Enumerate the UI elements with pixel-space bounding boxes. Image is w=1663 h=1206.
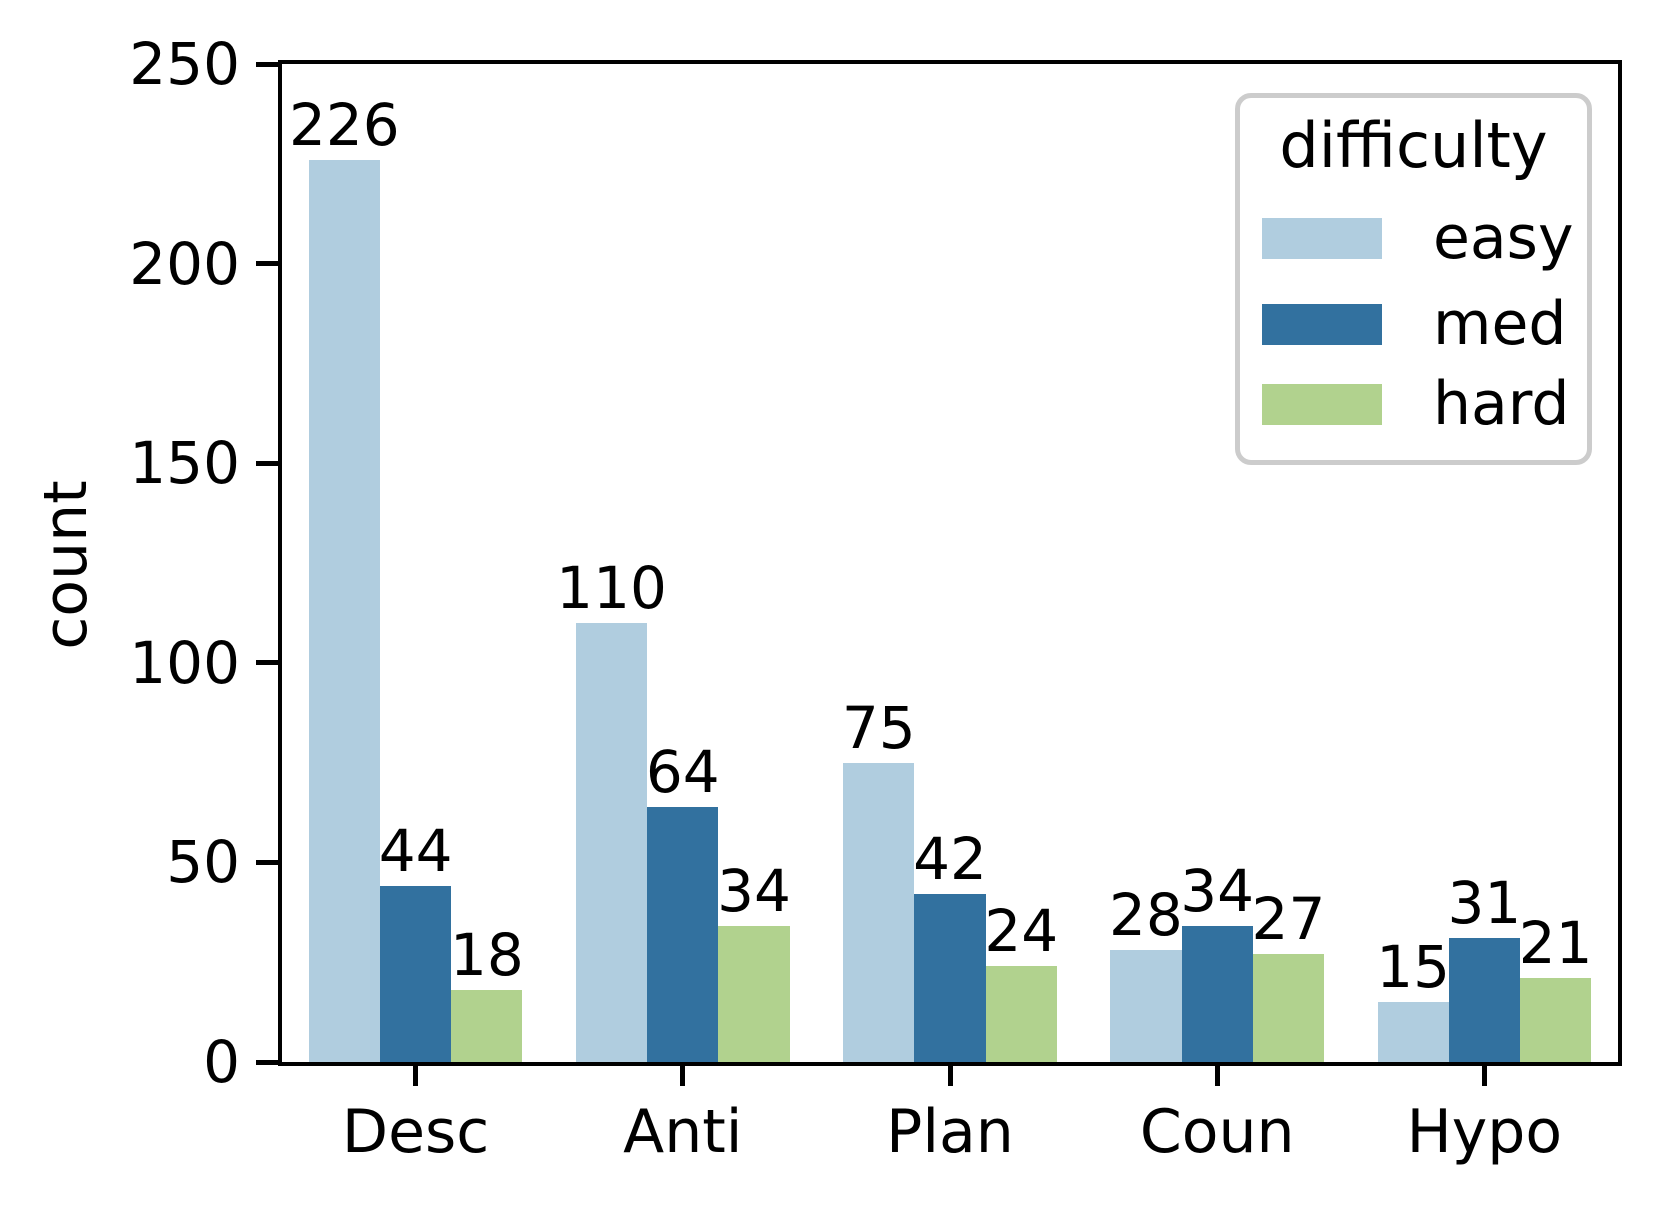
x-tick-mark [1214,1066,1220,1086]
y-tick-label: 250 [129,30,240,98]
y-tick-mark [256,660,278,666]
bar-value-label-hard-coun: 27 [1251,885,1326,954]
bar-value-label-med-anti: 64 [645,737,720,806]
y-tick-label: 0 [203,1028,240,1096]
y-tick-mark [256,61,278,67]
bar-value-label-easy-hypo: 15 [1376,933,1451,1002]
x-tick-mark [680,1066,686,1086]
x-tick-label-desc: Desc [341,1097,490,1167]
y-tick-label: 200 [129,229,240,298]
x-tick-mark [1481,1066,1487,1086]
legend-swatch-hard [1262,383,1382,425]
bar-value-label-hard-plan: 24 [984,897,1059,966]
bar-med-desc [379,886,452,1062]
legend-entry-hard: hard [1262,374,1579,434]
bar-med-coun [1181,926,1253,1062]
bar-value-label-med-plan: 42 [913,825,987,894]
y-tick-mark [256,859,278,865]
bar-hard-anti [718,926,790,1062]
bar-value-label-med-coun: 34 [1180,857,1255,926]
x-tick-label-coun: Coun [1139,1097,1295,1167]
bar-hard-hypo [1520,978,1592,1062]
y-tick-mark [256,1059,278,1065]
y-tick-label: 100 [129,628,240,697]
legend-swatch-easy [1262,217,1382,259]
bar-value-label-easy-coun: 28 [1109,881,1183,950]
legend-entry-med: med [1262,294,1579,354]
bar-easy-coun [1110,950,1182,1062]
legend-label-easy: easy [1433,203,1574,273]
x-tick-label-hypo: Hypo [1406,1097,1563,1167]
bar-easy-hypo [1377,1002,1449,1062]
y-tick-label: 50 [166,828,240,897]
x-tick-label-anti: Anti [623,1097,743,1167]
legend-title: difficulty [1279,109,1548,182]
bar-value-label-med-hypo: 31 [1447,869,1522,938]
y-tick-label: 150 [129,429,240,498]
bar-hard-coun [1252,954,1325,1062]
y-tick-mark [256,460,278,466]
legend-label-hard: hard [1433,369,1570,439]
x-tick-label-plan: Plan [886,1097,1014,1167]
y-tick-mark [256,261,278,267]
bar-easy-anti [575,622,648,1062]
legend: difficulty easy med hard [1235,93,1592,465]
bar-hard-plan [985,966,1057,1062]
bar-value-label-hard-hypo: 21 [1518,909,1593,978]
bar-med-hypo [1448,938,1521,1062]
bar-value-label-easy-plan: 75 [841,693,916,762]
bar-hard-desc [451,990,523,1062]
bar-value-label-easy-desc: 226 [288,90,400,159]
bar-easy-plan [843,762,915,1062]
bar-value-label-hard-desc: 18 [449,921,524,990]
bar-value-label-hard-anti: 34 [717,857,791,926]
bar-med-anti [647,806,719,1062]
bar-easy-desc [308,159,380,1062]
x-tick-mark [947,1066,953,1086]
bar-value-label-med-desc: 44 [378,817,453,886]
legend-swatch-med [1262,303,1382,345]
x-tick-mark [413,1066,419,1086]
legend-label-med: med [1433,289,1567,359]
bar-value-label-easy-anti: 110 [556,553,667,622]
legend-entry-easy: easy [1262,208,1579,268]
bar-med-plan [914,894,986,1062]
